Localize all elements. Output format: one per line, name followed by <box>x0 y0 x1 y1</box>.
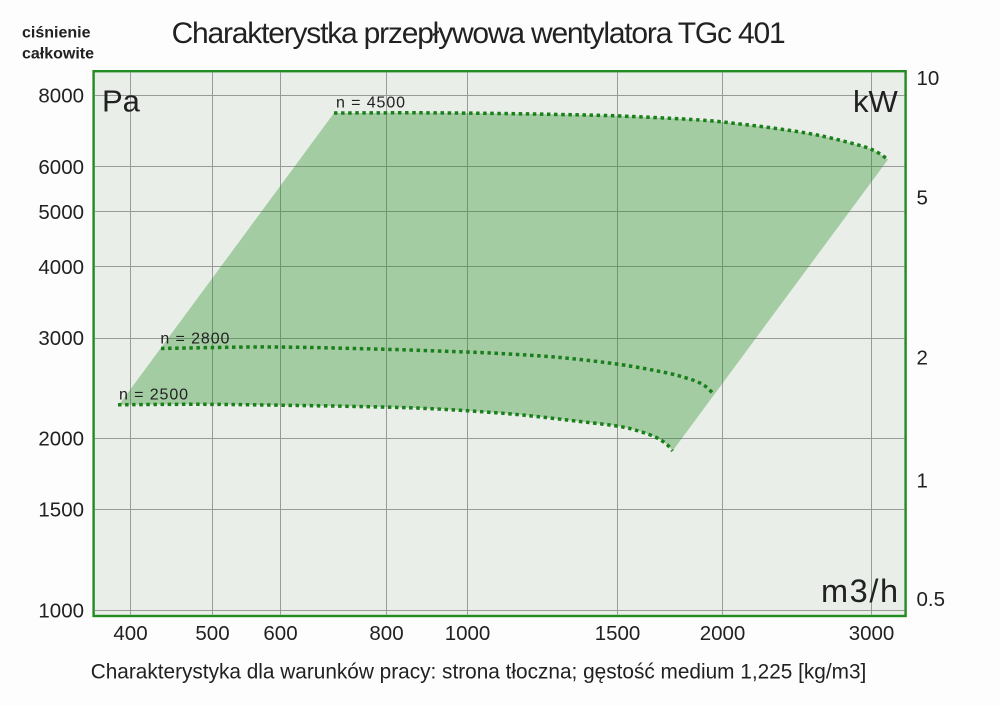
svg-text:1000: 1000 <box>445 622 491 645</box>
svg-text:n = 2800: n = 2800 <box>160 331 230 348</box>
svg-text:całkowite: całkowite <box>22 46 94 63</box>
svg-text:2000: 2000 <box>700 622 746 645</box>
svg-text:500: 500 <box>195 622 229 645</box>
svg-text:1500: 1500 <box>38 498 84 521</box>
svg-text:n = 4500: n = 4500 <box>336 95 406 112</box>
svg-text:1: 1 <box>917 470 928 493</box>
svg-text:Charakterystka przepływowa wen: Charakterystka przepływowa wentylatora T… <box>172 17 785 50</box>
svg-text:ciśnienie: ciśnienie <box>22 25 91 42</box>
svg-text:800: 800 <box>369 622 403 645</box>
svg-text:1000: 1000 <box>38 600 84 623</box>
svg-text:Charakterystyka dla warunków p: Charakterystyka dla warunków pracy: stro… <box>91 660 867 683</box>
svg-text:5000: 5000 <box>38 201 84 224</box>
svg-text:5: 5 <box>917 187 928 210</box>
svg-text:0.5: 0.5 <box>917 588 946 611</box>
svg-text:4000: 4000 <box>38 256 84 279</box>
svg-text:m3/h: m3/h <box>821 573 900 609</box>
svg-text:6000: 6000 <box>38 156 84 179</box>
svg-text:kW: kW <box>853 84 899 119</box>
svg-text:Pa: Pa <box>102 84 141 119</box>
svg-text:1500: 1500 <box>595 622 641 645</box>
svg-text:2000: 2000 <box>38 427 84 450</box>
svg-text:400: 400 <box>113 622 147 645</box>
svg-text:n = 2500: n = 2500 <box>119 387 189 404</box>
svg-text:8000: 8000 <box>38 85 84 108</box>
svg-text:2: 2 <box>917 347 928 370</box>
svg-text:3000: 3000 <box>38 327 84 350</box>
svg-text:3000: 3000 <box>849 622 895 645</box>
svg-text:600: 600 <box>263 622 297 645</box>
svg-text:10: 10 <box>917 67 940 90</box>
